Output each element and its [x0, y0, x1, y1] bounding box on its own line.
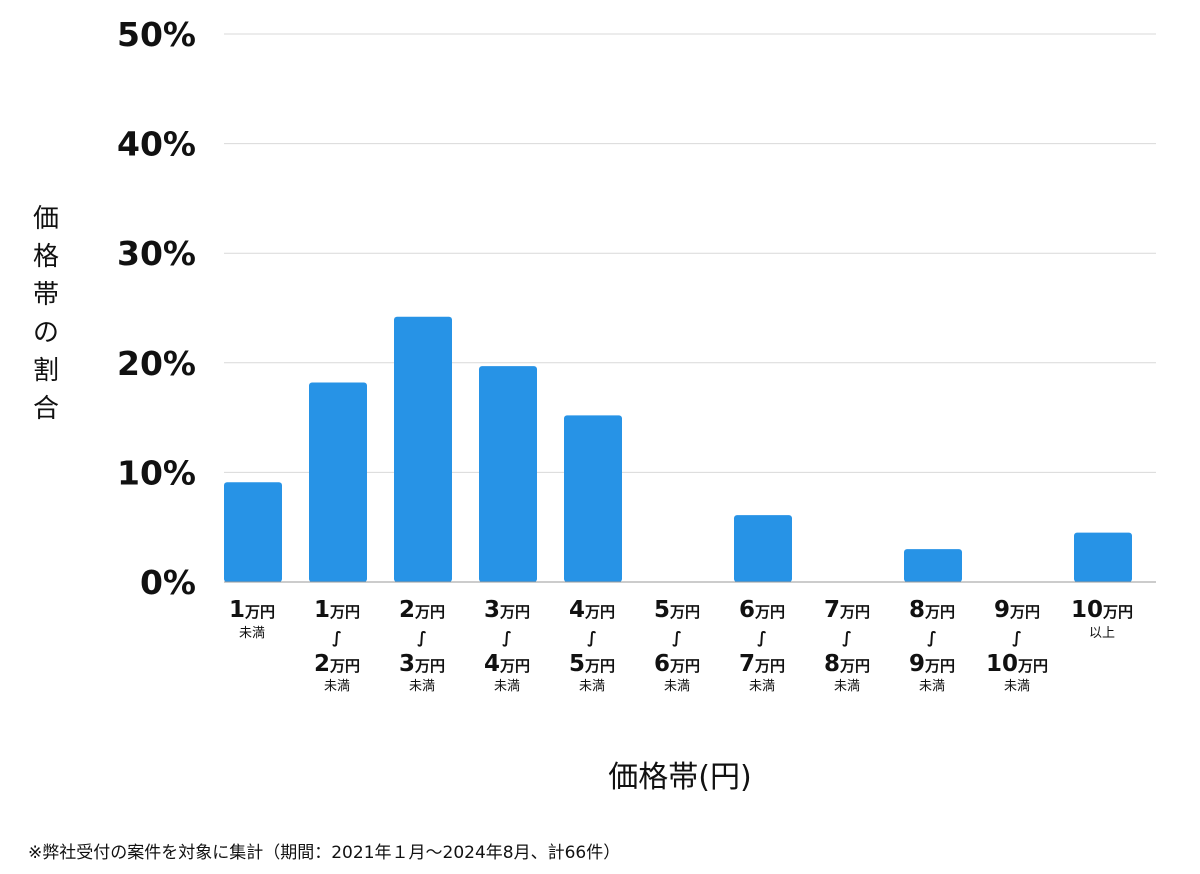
x-tick-note: 未満	[324, 679, 350, 694]
x-tick-amount: 9万円	[994, 597, 1040, 623]
x-tick-note: 未満	[664, 679, 690, 694]
y-axis-label: 価格帯の割合	[28, 200, 64, 428]
y-tick-labels: 0% 10% 20% 30% 40% 50%	[117, 15, 196, 602]
bar	[309, 382, 367, 582]
x-tick-amount: 4万円	[484, 651, 530, 677]
x-tick-range-glyph: ∫	[502, 628, 512, 647]
x-tick-amount: 3万円	[484, 597, 530, 623]
x-tick-range-glyph: ∫	[1012, 628, 1022, 647]
bars	[224, 316, 1132, 582]
y-tick-label: 20%	[117, 344, 196, 383]
x-tick-range-glyph: ∫	[842, 628, 852, 647]
bar	[479, 366, 537, 582]
bar	[394, 316, 452, 582]
x-tick-note: 未満	[239, 626, 265, 641]
x-tick-amount: 1万円	[229, 597, 275, 623]
x-tick-note: 未満	[834, 679, 860, 694]
y-axis-label-char: の	[32, 318, 59, 348]
x-tick-amount: 1万円	[314, 597, 360, 623]
y-axis-label-char: 価	[32, 204, 59, 234]
x-tick-amount: 8万円	[909, 597, 955, 623]
y-axis-label-char: 合	[32, 394, 59, 424]
footnote: ※弊社受付の案件を対象に集計（期間：2021年１月～2024年8月、計66件）	[28, 843, 621, 863]
x-tick-note: 以上	[1089, 626, 1115, 641]
x-tick-amount: 8万円	[824, 651, 870, 677]
x-tick-range-glyph: ∫	[672, 628, 682, 647]
x-tick-note: 未満	[749, 679, 775, 694]
x-tick-amount: 2万円	[399, 597, 445, 623]
x-tick-amount: 6万円	[654, 651, 700, 677]
x-axis-label: 価格帯(円)	[608, 760, 752, 795]
x-tick-range-glyph: ∫	[417, 628, 427, 647]
x-tick-amount: 7万円	[739, 651, 785, 677]
x-tick-range-glyph: ∫	[757, 628, 767, 647]
bar	[564, 415, 622, 582]
x-tick-amount: 2万円	[314, 651, 360, 677]
bar	[224, 482, 282, 582]
y-axis-label-char: 格	[32, 242, 59, 272]
y-tick-label: 30%	[117, 234, 196, 273]
x-tick-note: 未満	[579, 679, 605, 694]
bar	[904, 549, 962, 582]
x-tick-note: 未満	[494, 679, 520, 694]
bar	[1074, 532, 1132, 582]
x-tick-amount: 4万円	[569, 597, 615, 623]
grid-lines	[224, 33, 1156, 473]
y-axis-label-char: 割	[32, 356, 59, 386]
x-tick-amount: 3万円	[399, 651, 445, 677]
x-tick-amount: 9万円	[909, 651, 955, 677]
x-tick-labels: 1万円未満1万円∫2万円未満2万円∫3万円未満3万円∫4万円未満4万円∫5万円未…	[229, 597, 1133, 694]
x-tick-range-glyph: ∫	[927, 628, 937, 647]
x-tick-note: 未満	[409, 679, 435, 694]
x-tick-amount: 10万円	[986, 651, 1048, 677]
x-tick-amount: 5万円	[569, 651, 615, 677]
x-tick-amount: 7万円	[824, 597, 870, 623]
x-tick-note: 未満	[919, 679, 945, 694]
y-tick-label: 40%	[117, 125, 196, 164]
y-axis-label-char: 帯	[32, 280, 59, 310]
y-tick-label: 50%	[117, 15, 196, 54]
x-tick-amount: 6万円	[739, 597, 785, 623]
x-tick-note: 未満	[1004, 679, 1030, 694]
y-tick-label: 0%	[140, 563, 196, 602]
x-tick-amount: 10万円	[1071, 597, 1133, 623]
x-tick-amount: 5万円	[654, 597, 700, 623]
bar	[734, 515, 792, 582]
x-tick-range-glyph: ∫	[587, 628, 597, 647]
x-tick-range-glyph: ∫	[332, 628, 342, 647]
y-tick-label: 10%	[117, 453, 196, 492]
